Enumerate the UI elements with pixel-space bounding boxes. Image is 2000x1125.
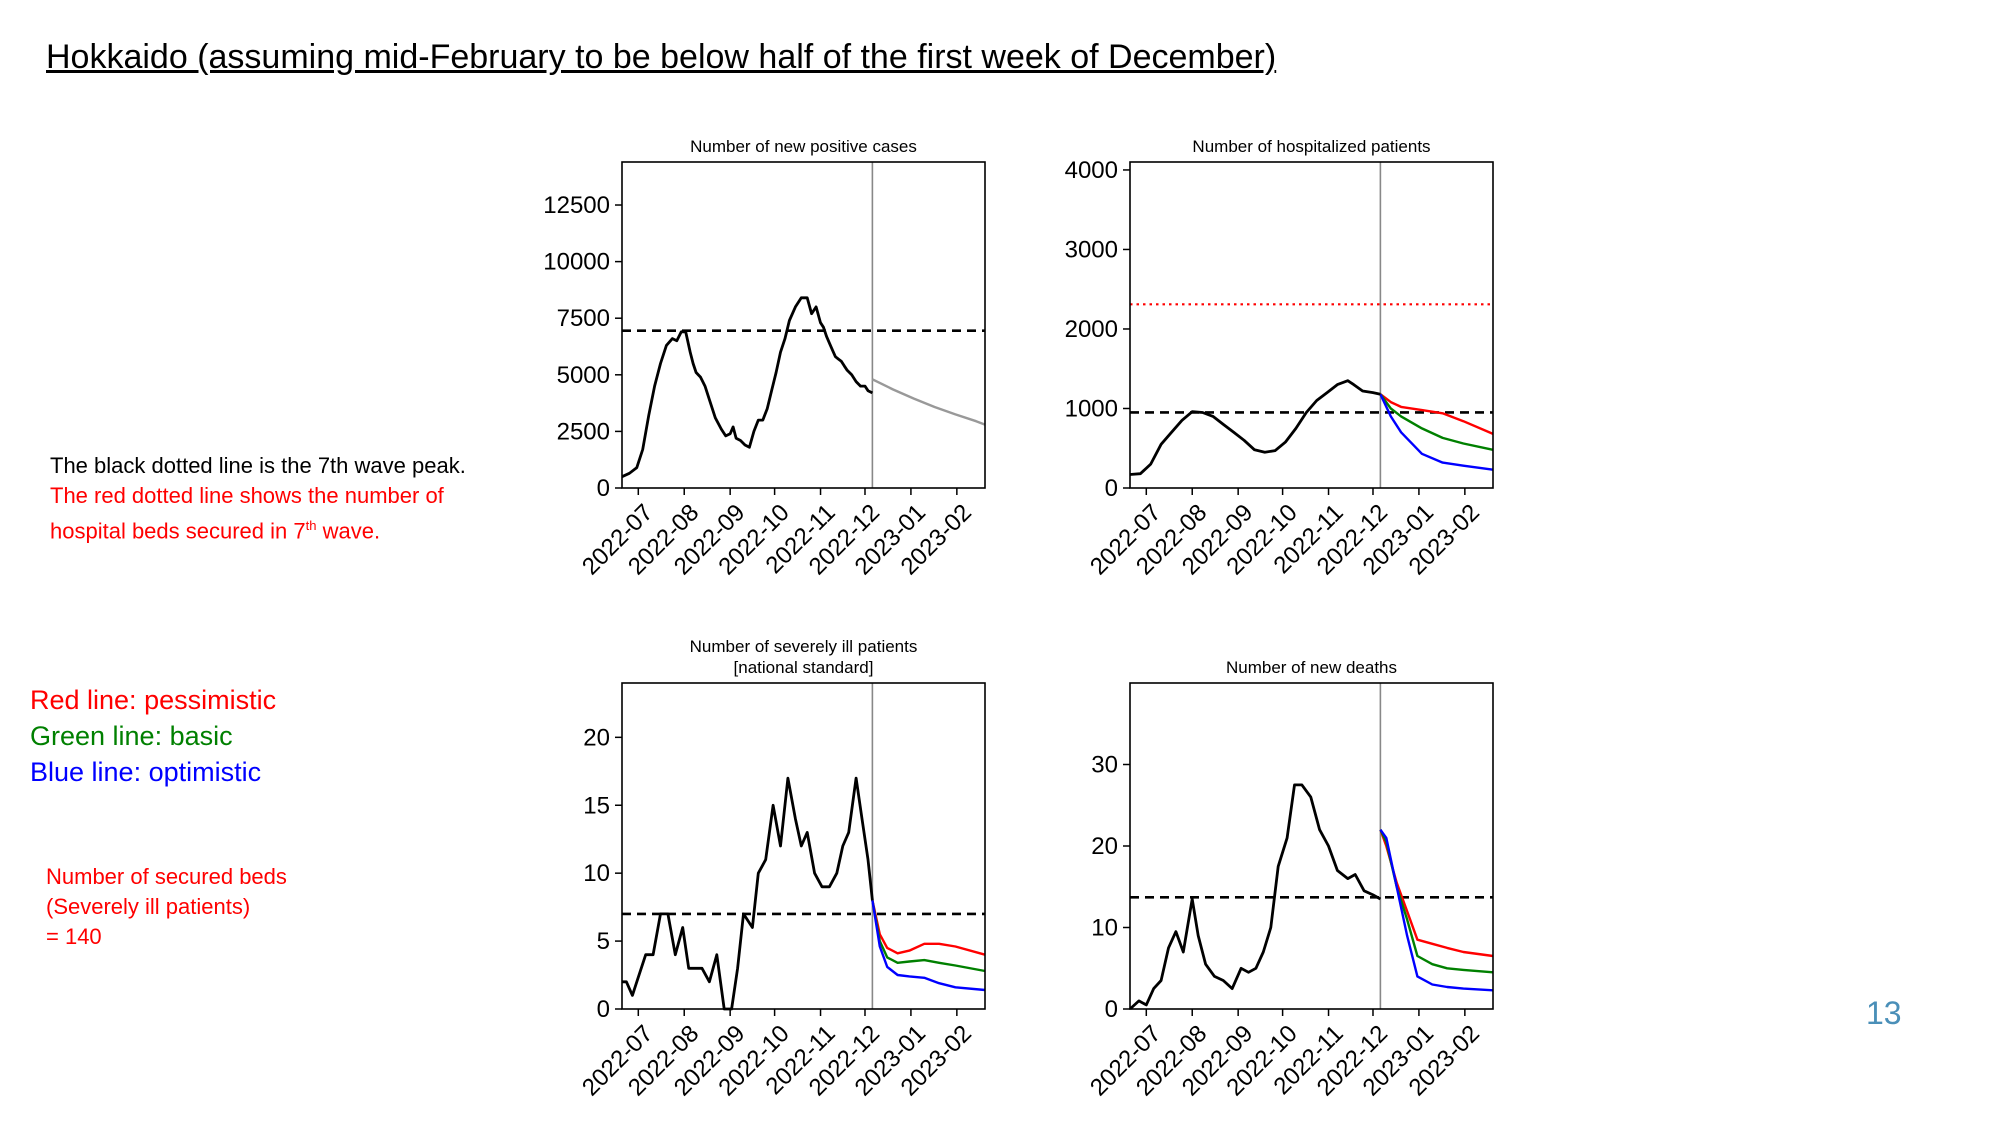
- series-basic-line: [1379, 393, 1494, 451]
- chart-2: Number of hospitalized patients 0 1000 2000…: [1065, 137, 1494, 580]
- series-pessimistic-line: [1379, 393, 1494, 436]
- chart-title: Number of new deaths: [1226, 658, 1397, 677]
- y-tick-label: 20: [583, 724, 610, 751]
- chart-1: Number of new positive cases 0 2500 5000 750…: [543, 137, 986, 580]
- chart-title: Number of new positive cases: [690, 137, 917, 156]
- y-tick-label: 2000: [1065, 316, 1118, 343]
- y-tick-label: 10000: [543, 249, 610, 276]
- secured-beds-line3: = 140: [46, 924, 102, 949]
- slide-title: Hokkaido (assuming mid-February to be be…: [46, 38, 1277, 76]
- series-optimistic-line: [1379, 393, 1494, 471]
- legend-optimistic: Blue line: optimistic: [30, 757, 262, 787]
- chart-4: Number of new deaths01020302022-072022-0…: [1085, 658, 1494, 1101]
- chart-3: Number of severely ill patients [national…: [577, 637, 986, 1101]
- series-projection-line: [871, 378, 986, 426]
- red-line-note-line1: The red dotted line shows the number of: [50, 483, 444, 508]
- y-tick-label: 3000: [1065, 236, 1118, 263]
- series-basic-line: [1379, 829, 1494, 974]
- y-tick-label: 30: [1091, 752, 1118, 779]
- series-basic-line: [871, 900, 986, 973]
- y-tick-label: 12500: [543, 192, 610, 219]
- chart-title: [national standard]: [734, 658, 874, 677]
- y-tick-label: 0: [1105, 475, 1118, 502]
- page-number: 13: [1866, 995, 1902, 1031]
- y-tick-label: 1000: [1065, 395, 1118, 422]
- y-tick-label: 0: [597, 996, 610, 1023]
- secured-beds-line1: Number of secured beds: [46, 864, 287, 889]
- series-actual-line: [1129, 379, 1381, 476]
- series-optimistic-line: [871, 900, 986, 992]
- plot-frame: [621, 682, 986, 1010]
- plot-frame: [621, 161, 986, 489]
- y-tick-label: 7500: [557, 305, 610, 332]
- y-tick-label: 5: [597, 928, 610, 955]
- y-tick-label: 15: [583, 792, 610, 819]
- red-line-note-line2: hospital beds secured in 7th wave.: [50, 511, 444, 546]
- series-actual-line: [622, 776, 874, 1011]
- y-tick-label: 0: [1105, 996, 1118, 1023]
- secured-beds-line2: (Severely ill patients): [46, 894, 251, 919]
- black-line-note: The black dotted line is the 7th wave pe…: [50, 453, 466, 478]
- y-tick-label: 20: [1091, 833, 1118, 860]
- y-tick-label: 2500: [557, 418, 610, 445]
- series-pessimistic-line: [871, 900, 986, 956]
- y-tick-label: 0: [597, 475, 610, 502]
- chart-title: Number of hospitalized patients: [1192, 137, 1430, 156]
- red-line-note-text-a: hospital beds secured in 7: [50, 518, 306, 544]
- scenario-legend: Red line: pessimistic Green line: basic …: [30, 682, 276, 790]
- plot-frame: [1129, 682, 1494, 1010]
- red-line-note-superscript: th: [305, 518, 317, 533]
- y-tick-label: 5000: [557, 362, 610, 389]
- chart-title: Number of severely ill patients: [690, 637, 918, 656]
- red-line-note-text-b: wave.: [316, 518, 381, 544]
- red-line-note: The red dotted line shows the number of …: [50, 481, 444, 546]
- series-optimistic-line: [1379, 828, 1494, 992]
- y-tick-label: 4000: [1065, 157, 1118, 184]
- secured-beds-note: Number of secured beds (Severely ill pat…: [46, 862, 287, 952]
- legend-pessimistic: Red line: pessimistic: [30, 685, 277, 715]
- y-tick-label: 10: [1091, 915, 1118, 942]
- series-actual-line: [1129, 783, 1382, 1011]
- series-actual-line: [621, 296, 874, 478]
- legend-basic: Green line: basic: [30, 721, 233, 751]
- plot-frame: [1129, 161, 1494, 489]
- y-tick-label: 10: [583, 860, 610, 887]
